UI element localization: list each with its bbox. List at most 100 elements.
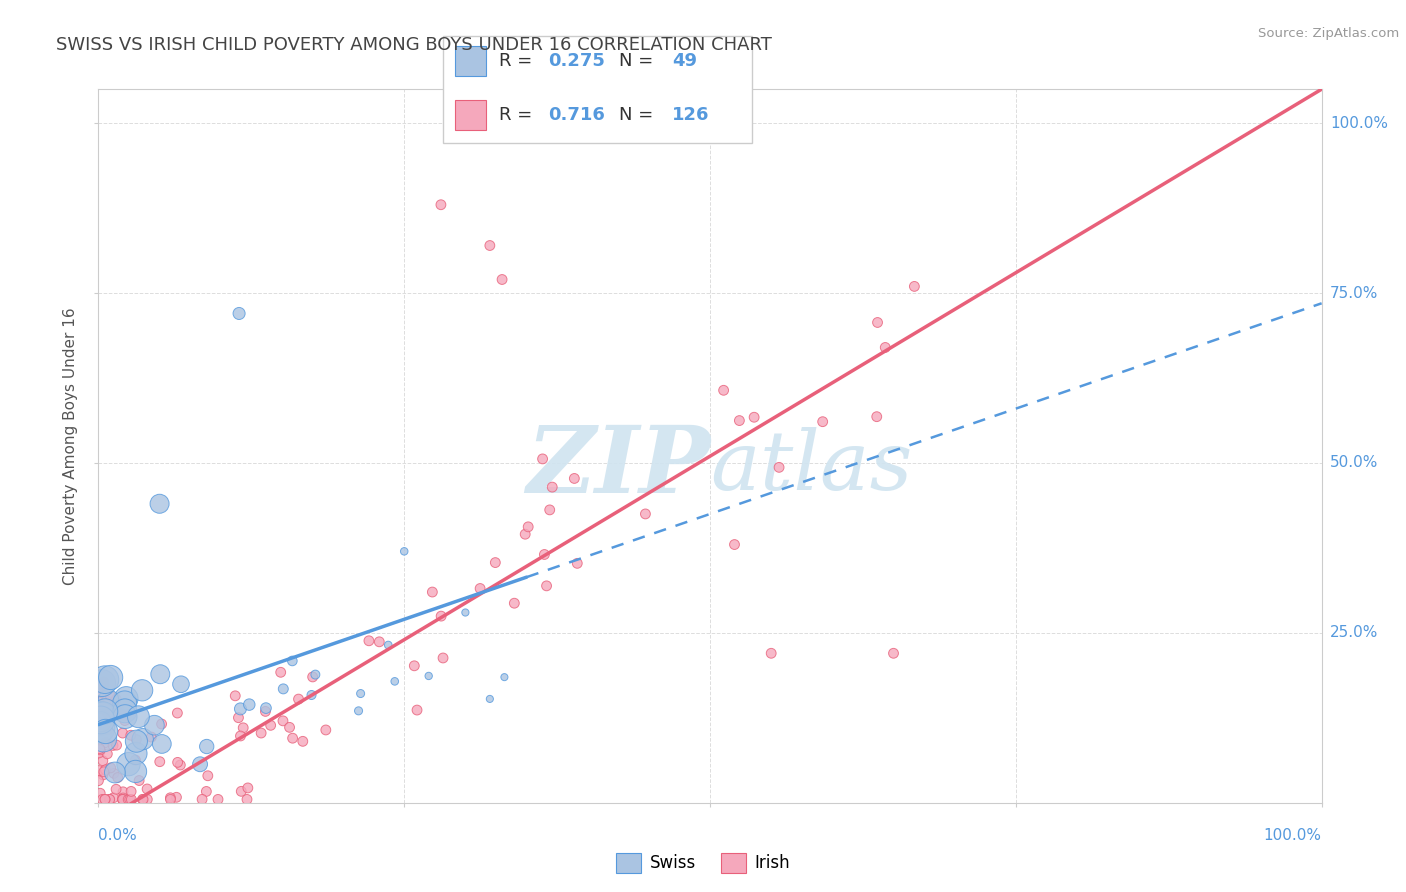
Point: [430, 198, 453, 212]
Text: R =: R =: [499, 106, 537, 124]
Point: [94, 702, 117, 716]
Point: [91, 707, 114, 722]
Point: [170, 677, 193, 691]
Point: [165, 790, 187, 805]
Point: [127, 710, 149, 724]
Point: [291, 734, 314, 748]
Point: [232, 721, 254, 735]
Point: [315, 723, 337, 737]
Point: [304, 667, 326, 681]
Point: [866, 316, 889, 330]
Point: [254, 701, 277, 715]
Point: [728, 413, 751, 427]
Point: [91, 682, 114, 697]
Point: [89, 741, 111, 756]
Point: [143, 718, 166, 732]
Point: [254, 705, 277, 719]
Point: [104, 694, 127, 708]
Point: [114, 696, 136, 710]
Point: [89, 743, 111, 757]
Point: [454, 606, 477, 620]
Text: 49: 49: [672, 53, 697, 70]
Point: [118, 792, 141, 806]
FancyBboxPatch shape: [443, 36, 752, 143]
Point: [149, 667, 172, 681]
Point: [101, 739, 124, 753]
Point: [117, 757, 139, 772]
Point: [250, 726, 273, 740]
Point: [278, 720, 301, 734]
Point: [149, 497, 172, 511]
Point: [742, 410, 765, 425]
Point: [112, 791, 135, 805]
Point: [418, 669, 440, 683]
Point: [236, 780, 259, 795]
Point: [112, 709, 135, 723]
Point: [93, 674, 115, 689]
Point: [231, 784, 253, 798]
Point: [281, 654, 304, 668]
Point: [94, 724, 117, 739]
Point: [238, 698, 260, 712]
Text: SWISS VS IRISH CHILD POVERTY AMONG BOYS UNDER 16 CORRELATION CHART: SWISS VS IRISH CHILD POVERTY AMONG BOYS …: [56, 36, 772, 54]
Y-axis label: Child Poverty Among Boys Under 16: Child Poverty Among Boys Under 16: [63, 307, 79, 585]
Point: [104, 765, 127, 780]
Bar: [456, 46, 486, 77]
Point: [259, 718, 281, 732]
Point: [100, 761, 122, 775]
Point: [131, 792, 153, 806]
Point: [634, 507, 657, 521]
Point: [114, 714, 136, 728]
Text: 126: 126: [672, 106, 709, 124]
Point: [349, 687, 371, 701]
Point: [224, 689, 246, 703]
Point: [89, 746, 111, 760]
Point: [866, 409, 889, 424]
Point: [228, 306, 250, 320]
Point: [136, 781, 159, 796]
Point: [114, 704, 136, 718]
Point: [287, 692, 309, 706]
Point: [98, 792, 121, 806]
Point: [136, 792, 159, 806]
Point: [149, 755, 172, 769]
Point: [91, 676, 114, 690]
Point: [115, 691, 138, 706]
Point: [103, 790, 125, 805]
Point: [89, 715, 111, 730]
Point: [87, 686, 110, 700]
Point: [478, 692, 501, 706]
Point: [531, 451, 554, 466]
Point: [114, 709, 136, 723]
Point: [90, 713, 112, 727]
Point: [384, 674, 406, 689]
Point: [93, 678, 115, 692]
Point: [903, 279, 925, 293]
Point: [96, 747, 118, 761]
Point: [538, 503, 561, 517]
Point: [124, 753, 146, 767]
Point: [166, 706, 188, 720]
Point: [141, 730, 163, 744]
Point: [503, 596, 526, 610]
Point: [811, 415, 834, 429]
Point: [270, 665, 292, 680]
Point: [94, 792, 117, 806]
Point: [195, 739, 218, 754]
Point: [533, 548, 555, 562]
Point: [120, 784, 142, 798]
Point: [94, 705, 117, 719]
Point: [236, 792, 259, 806]
Point: [120, 728, 142, 742]
Point: [368, 635, 391, 649]
Point: [536, 579, 558, 593]
Point: [517, 520, 540, 534]
Point: [159, 790, 181, 805]
Legend: Swiss, Irish: Swiss, Irish: [610, 847, 796, 880]
Point: [357, 633, 380, 648]
Point: [478, 238, 501, 252]
Point: [195, 784, 218, 798]
Point: [91, 768, 114, 782]
Point: [131, 683, 153, 698]
Point: [188, 757, 211, 772]
